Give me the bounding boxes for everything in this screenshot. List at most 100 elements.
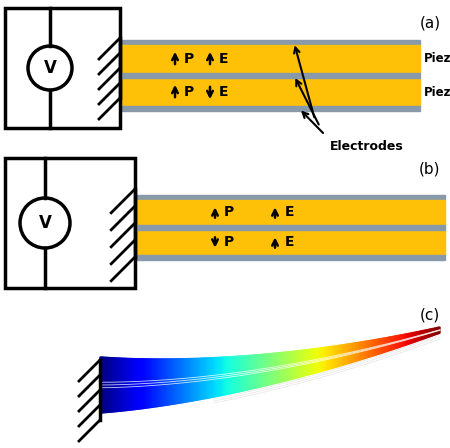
Polygon shape (436, 327, 438, 334)
Polygon shape (239, 356, 240, 392)
Polygon shape (424, 330, 425, 339)
Bar (120, 45, 420, 73)
Polygon shape (279, 353, 281, 382)
Polygon shape (184, 359, 185, 402)
Polygon shape (380, 339, 381, 354)
Polygon shape (322, 348, 323, 371)
Polygon shape (331, 346, 332, 369)
Polygon shape (356, 343, 357, 361)
Polygon shape (182, 359, 183, 403)
Polygon shape (274, 353, 275, 384)
Polygon shape (371, 340, 372, 357)
Text: E: E (219, 52, 229, 66)
Polygon shape (401, 335, 402, 347)
Polygon shape (134, 359, 135, 409)
Polygon shape (148, 359, 149, 408)
Polygon shape (301, 350, 302, 377)
Polygon shape (188, 359, 189, 402)
Polygon shape (423, 330, 424, 339)
Bar (120, 106, 420, 111)
Polygon shape (346, 344, 347, 364)
Polygon shape (122, 358, 123, 411)
Polygon shape (206, 358, 207, 399)
Polygon shape (227, 357, 229, 394)
Polygon shape (343, 345, 345, 365)
Polygon shape (341, 345, 342, 366)
Polygon shape (241, 356, 242, 392)
Polygon shape (306, 350, 307, 375)
Polygon shape (310, 349, 311, 375)
Polygon shape (258, 355, 259, 388)
Polygon shape (216, 358, 217, 396)
Polygon shape (421, 331, 422, 340)
Polygon shape (173, 359, 174, 404)
Polygon shape (207, 358, 208, 398)
Polygon shape (215, 358, 216, 397)
Polygon shape (372, 340, 373, 356)
Polygon shape (417, 332, 419, 341)
Polygon shape (201, 358, 202, 399)
Polygon shape (214, 358, 215, 397)
Polygon shape (360, 342, 361, 360)
Polygon shape (208, 358, 209, 398)
Polygon shape (355, 343, 356, 362)
Polygon shape (272, 353, 273, 384)
Polygon shape (107, 358, 108, 413)
Polygon shape (384, 338, 385, 352)
Polygon shape (151, 359, 152, 407)
Polygon shape (369, 340, 371, 357)
Polygon shape (256, 355, 257, 388)
Polygon shape (255, 355, 256, 388)
Polygon shape (431, 329, 432, 336)
Polygon shape (270, 353, 272, 384)
Polygon shape (293, 351, 294, 379)
Polygon shape (385, 338, 387, 352)
Polygon shape (236, 356, 238, 392)
Polygon shape (292, 351, 293, 379)
Polygon shape (381, 338, 382, 353)
Polygon shape (337, 345, 338, 367)
Polygon shape (422, 331, 423, 340)
Polygon shape (171, 359, 173, 405)
Polygon shape (345, 345, 346, 365)
Polygon shape (229, 357, 230, 394)
Polygon shape (313, 349, 314, 374)
Polygon shape (157, 359, 158, 407)
Polygon shape (399, 335, 400, 347)
Polygon shape (232, 357, 233, 393)
Polygon shape (296, 351, 297, 378)
Polygon shape (115, 358, 116, 412)
Bar (120, 40, 420, 45)
Polygon shape (275, 353, 276, 383)
Polygon shape (195, 358, 197, 401)
Polygon shape (382, 338, 383, 353)
Polygon shape (141, 359, 142, 409)
Polygon shape (315, 349, 316, 373)
Polygon shape (339, 345, 340, 366)
Polygon shape (100, 357, 101, 413)
Polygon shape (342, 345, 343, 365)
Polygon shape (101, 357, 102, 413)
Polygon shape (158, 359, 159, 406)
Polygon shape (307, 349, 308, 375)
Polygon shape (439, 327, 440, 333)
Polygon shape (298, 351, 299, 378)
Text: (b): (b) (419, 162, 441, 177)
Polygon shape (393, 336, 395, 349)
Polygon shape (168, 359, 169, 405)
Polygon shape (318, 348, 320, 372)
Polygon shape (265, 354, 266, 386)
Polygon shape (150, 359, 151, 408)
Polygon shape (109, 358, 110, 412)
Polygon shape (259, 354, 261, 387)
Polygon shape (352, 343, 354, 362)
Polygon shape (323, 348, 324, 371)
Polygon shape (285, 352, 287, 381)
Polygon shape (304, 350, 305, 376)
Polygon shape (415, 332, 416, 342)
Polygon shape (238, 356, 239, 392)
Polygon shape (193, 358, 194, 401)
Polygon shape (412, 333, 413, 343)
Polygon shape (183, 359, 184, 403)
Polygon shape (294, 351, 296, 379)
